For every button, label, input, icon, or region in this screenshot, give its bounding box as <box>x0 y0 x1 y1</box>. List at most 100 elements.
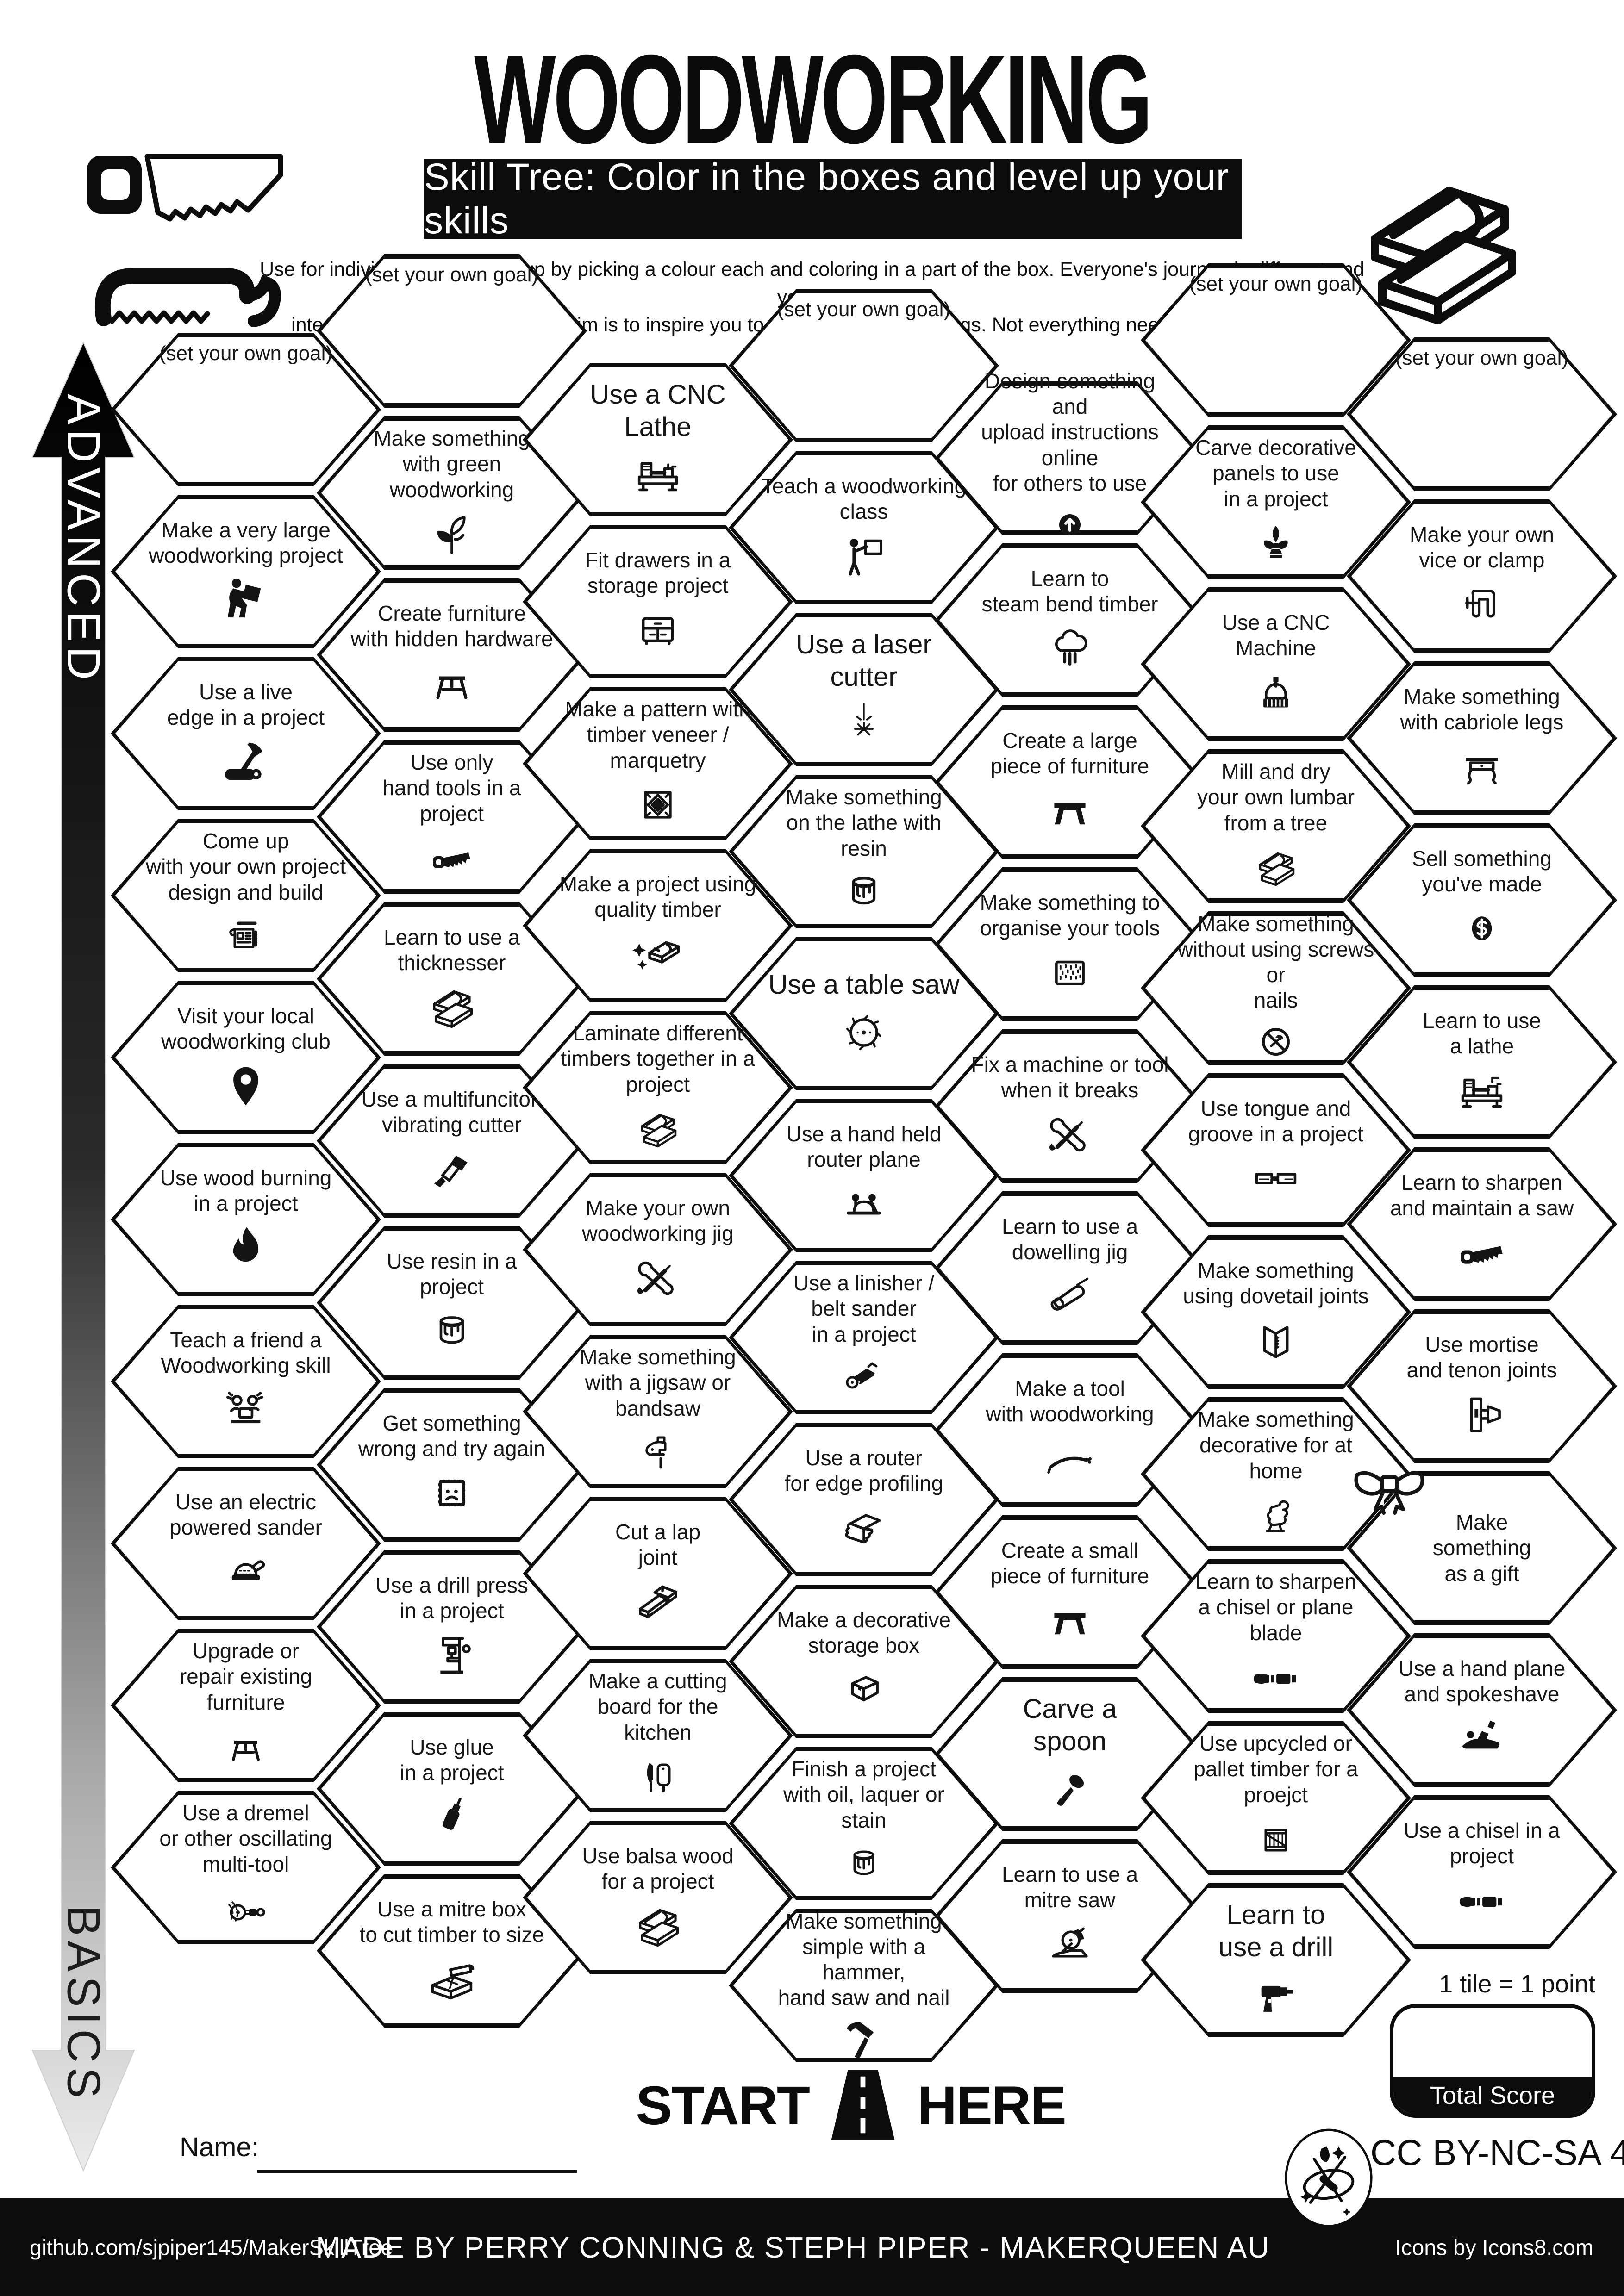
goal-hex[interactable]: (set your own goal) <box>729 289 999 442</box>
skill-hex-label: Make your own woodworking jig <box>582 1195 734 1245</box>
skill-hex[interactable]: Make something with a jigsaw or bandsaw <box>523 1335 793 1488</box>
hex-content: Learn to steam bend timber <box>967 550 1173 691</box>
skill-hex[interactable]: Upgrade or repair existing furniture <box>111 1629 381 1782</box>
skill-hex[interactable]: Finish a project with oil, laquer or sta… <box>729 1747 999 1900</box>
planks-icon <box>612 1900 704 1952</box>
skill-hex[interactable]: Use a CNC Lathe <box>523 363 793 516</box>
edge-profile-icon <box>818 1502 910 1554</box>
skill-hex[interactable]: Teach a friend a Woodworking skill <box>111 1305 381 1458</box>
blueprint-icon <box>200 911 292 963</box>
hex-fill <box>115 1309 376 1454</box>
skill-hex[interactable]: Learn to sharpen and maintain a saw <box>1347 1147 1617 1301</box>
skill-hex[interactable]: Come up with your own project design and… <box>111 819 381 972</box>
hex-content: Make something on the lathe with resin <box>761 781 967 922</box>
hex-content: Learn to use a mitre saw <box>967 1846 1173 1986</box>
icons8-credit[interactable]: Icons by Icons8.com <box>1395 2235 1593 2259</box>
skill-hex-label: Make a pattern with timber veneer / marq… <box>565 697 751 772</box>
start-here-marker: START HERE <box>636 2060 1120 2152</box>
total-score-label: Total Score <box>1393 2077 1592 2114</box>
skill-hex[interactable]: Fit drawers in a storage project <box>523 525 793 678</box>
total-score-box[interactable]: Total Score <box>1390 2004 1595 2118</box>
hex-content: Make your own vice or clamp <box>1379 506 1585 647</box>
skill-hex[interactable]: Use a chisel in a project <box>1347 1795 1617 1949</box>
skill-hex[interactable]: Use a hand held router plane <box>729 1099 999 1252</box>
hex-content: Make something decorative for at home <box>1173 1404 1379 1544</box>
skill-hex[interactable]: Make a project using quality timber <box>523 849 793 1002</box>
skill-hex[interactable]: Cut a lap joint <box>523 1497 793 1650</box>
goal-hex[interactable]: (set your own goal) <box>111 333 381 486</box>
hex-fill <box>733 1103 994 1248</box>
skill-hex[interactable]: Use an electric powered sander <box>111 1467 381 1620</box>
skill-hex[interactable]: Use a laser cutter <box>729 613 999 766</box>
skill-hex[interactable]: Learn to use a drill <box>1141 1883 1411 2037</box>
skill-hex-label: Make something with green woodworking <box>374 426 530 502</box>
skill-hex[interactable]: Carve decorative panels to use in a proj… <box>1141 425 1411 579</box>
skill-hex[interactable]: Use a dremel or other oscillating multi-… <box>111 1791 381 1944</box>
skill-hex[interactable]: Learn to use a lathe <box>1347 985 1617 1139</box>
skill-hex[interactable]: Make a very large woodworking project <box>111 495 381 648</box>
hex-content: Use a dremel or other oscillating multi-… <box>143 1797 349 1938</box>
hex-content: Make something using dovetail joints <box>1173 1242 1379 1382</box>
skill-hex[interactable]: Make something with cabriole legs <box>1347 661 1617 815</box>
skill-hex[interactable]: Use glue in a project <box>317 1712 587 1866</box>
hex-content: Make something with cabriole legs <box>1379 668 1585 809</box>
github-link[interactable]: github.com/sjpiper145/MakerSkillTree <box>30 2235 393 2259</box>
skill-hex[interactable]: Visit your local woodworking club <box>111 981 381 1134</box>
person-carrying-icon <box>200 574 292 626</box>
goal-hex-label: (set your own goal) <box>159 342 333 365</box>
hex-content: Learn to use a drill <box>1173 1890 1379 2030</box>
skill-hex[interactable]: Use a CNC Machine <box>1141 587 1411 741</box>
hex-content: Cut a lap joint <box>555 1503 761 1644</box>
skill-hex[interactable]: Use resin in a project <box>317 1226 587 1380</box>
hex-fill <box>1351 1314 1612 1458</box>
here-label: HERE <box>918 2075 1067 2136</box>
skill-hex[interactable]: Learn to use a dowelling jig <box>935 1191 1205 1345</box>
steam-icon <box>1024 622 1116 674</box>
skill-hex[interactable]: Learn to sharpen a chisel or plane blade <box>1141 1559 1411 1713</box>
hand-saw-icon <box>1436 1226 1528 1278</box>
skill-hex[interactable]: Use a hand plane and spokeshave <box>1347 1633 1617 1787</box>
paint-can-icon <box>406 1305 498 1357</box>
skill-hex-label: Use a live edge in a project <box>167 679 325 729</box>
skill-hex[interactable]: Use wood burning in a project <box>111 1143 381 1296</box>
skill-hex[interactable]: Use balsa wood for a project <box>523 1821 793 1974</box>
skill-hex[interactable]: Laminate different timbers together in a… <box>523 1011 793 1164</box>
subtitle-text: Skill Tree: Color in the boxes and level… <box>424 156 1230 242</box>
skill-hex[interactable]: Use upcycled or pallet timber for a proe… <box>1141 1721 1411 1875</box>
skill-hex[interactable]: Use mortise and tenon joints <box>1347 1309 1617 1463</box>
skill-hex-label: Use wood burning in a project <box>160 1165 332 1215</box>
skill-hex-label: Learn to use a mitre saw <box>1001 1862 1138 1912</box>
hex-fill <box>115 1795 376 1940</box>
skill-hex[interactable]: Use a table saw <box>729 937 999 1090</box>
skill-hex[interactable]: Make something using dovetail joints <box>1141 1235 1411 1389</box>
skill-hex[interactable]: Make something on the lathe with resin <box>729 775 999 928</box>
goal-hex[interactable]: (set your own goal) <box>1141 263 1411 417</box>
skill-hex[interactable]: Make your own vice or clamp <box>1347 499 1617 653</box>
hex-content: Use a CNC Lathe <box>555 369 761 510</box>
skill-hex-label: Use a CNC Lathe <box>590 380 726 442</box>
skill-hex-label: Create a small piece of furniture <box>990 1538 1149 1588</box>
name-input-line[interactable] <box>257 2170 577 2173</box>
hex-fill <box>733 617 994 762</box>
skill-hex-label: Use tongue and groove in a project <box>1188 1096 1364 1146</box>
skill-hex[interactable]: Use tongue and groove in a project <box>1141 1073 1411 1227</box>
goal-hex[interactable]: (set your own goal) <box>317 254 587 408</box>
hex-content: Make something to organise your tools <box>967 874 1173 1014</box>
cabinet-icon <box>612 604 704 656</box>
skill-hex[interactable]: Mill and dry your own lumbar from a tree <box>1141 749 1411 903</box>
hex-content: Use a live edge in a project <box>143 663 349 804</box>
hex-content: Use tongue and groove in a project <box>1173 1080 1379 1220</box>
skill-hex[interactable]: Make something as a gift <box>1347 1471 1617 1625</box>
skill-hex-label: Laminate different timbers together in a… <box>561 1021 755 1096</box>
skill-hex[interactable]: Sell something you've made <box>1347 823 1617 977</box>
skill-hex[interactable]: Make something without using screws or n… <box>1141 911 1411 1065</box>
hammer-icon <box>818 2016 910 2062</box>
goal-hex[interactable]: (set your own goal) <box>1347 337 1617 491</box>
skill-hex[interactable]: Make your own woodworking jig <box>523 1173 793 1326</box>
skill-hex[interactable]: Use a live edge in a project <box>111 657 381 810</box>
spoon-icon <box>1024 1763 1116 1815</box>
hex-content: Visit your local woodworking club <box>143 987 349 1128</box>
skill-hex[interactable]: Make a pattern with timber veneer / marq… <box>523 687 793 840</box>
skill-hex[interactable]: Make a cutting board for the kitchen <box>523 1659 793 1812</box>
